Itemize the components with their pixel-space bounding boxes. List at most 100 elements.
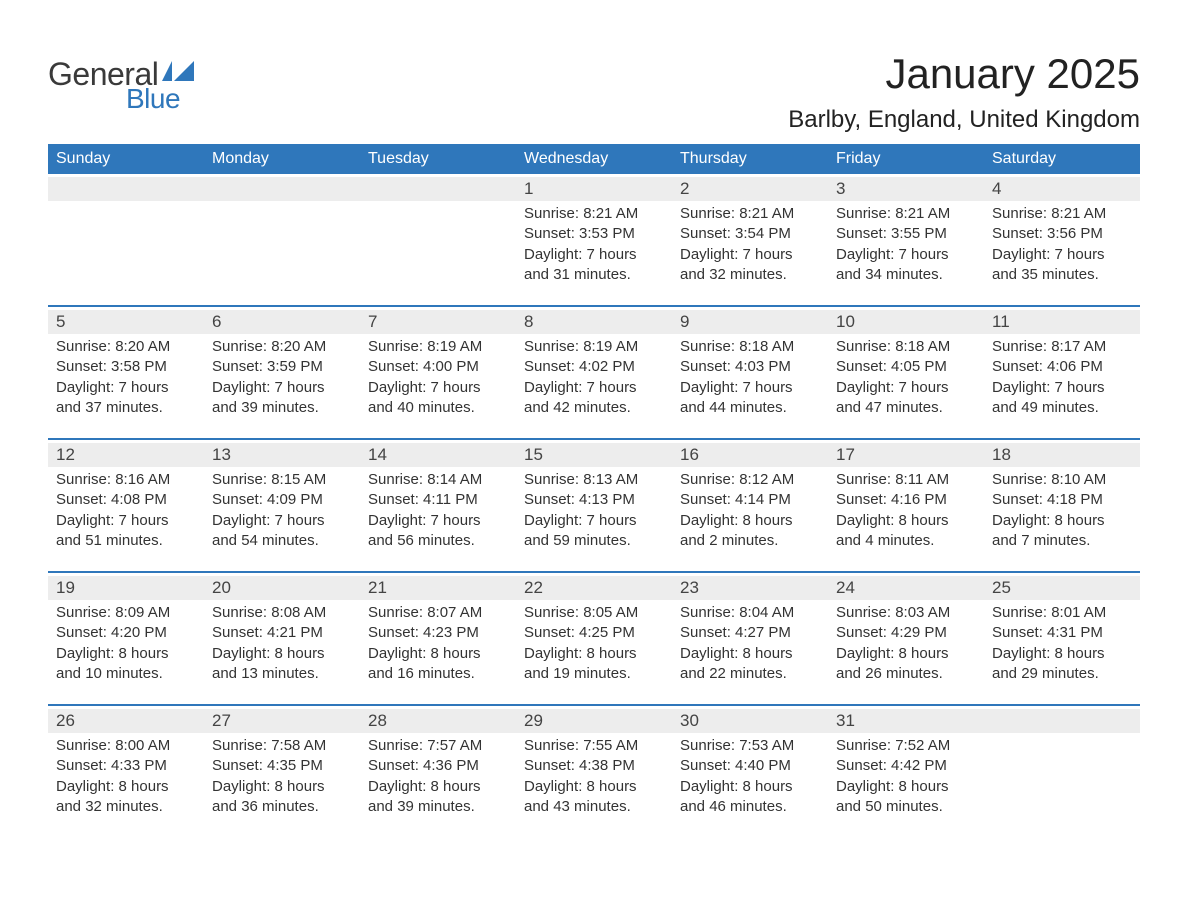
sunset-line: Sunset: 4:23 PM [368, 623, 508, 643]
sunset-line: Sunset: 3:55 PM [836, 224, 976, 244]
calendar-day-cell: 29Sunrise: 7:55 AMSunset: 4:38 PMDayligh… [516, 706, 672, 837]
day-number: 10 [828, 310, 984, 334]
calendar-day-cell: 27Sunrise: 7:58 AMSunset: 4:35 PMDayligh… [204, 706, 360, 837]
calendar-day-cell [48, 174, 204, 305]
empty-day-strip [48, 177, 204, 201]
daylight-line-1: Daylight: 8 hours [836, 511, 976, 531]
day-number: 17 [828, 443, 984, 467]
brand-logo: General Blue [48, 50, 204, 115]
daylight-line-1: Daylight: 7 hours [680, 245, 820, 265]
sunrise-line: Sunrise: 8:07 AM [368, 603, 508, 623]
day-number: 21 [360, 576, 516, 600]
daylight-line-1: Daylight: 7 hours [212, 378, 352, 398]
daylight-line-1: Daylight: 8 hours [836, 644, 976, 664]
daylight-line-1: Daylight: 7 hours [56, 378, 196, 398]
calendar-day-cell: 23Sunrise: 8:04 AMSunset: 4:27 PMDayligh… [672, 573, 828, 704]
sunrise-line: Sunrise: 8:21 AM [524, 204, 664, 224]
sunset-line: Sunset: 4:31 PM [992, 623, 1132, 643]
daylight-line-2: and 26 minutes. [836, 664, 976, 684]
sunset-line: Sunset: 3:53 PM [524, 224, 664, 244]
daylight-line-2: and 32 minutes. [56, 797, 196, 817]
sunrise-line: Sunrise: 8:01 AM [992, 603, 1132, 623]
calendar-week: 12Sunrise: 8:16 AMSunset: 4:08 PMDayligh… [48, 438, 1140, 571]
day-number: 26 [48, 709, 204, 733]
sunrise-line: Sunrise: 8:20 AM [56, 337, 196, 357]
sunset-line: Sunset: 4:02 PM [524, 357, 664, 377]
daylight-line-1: Daylight: 8 hours [992, 644, 1132, 664]
daylight-line-1: Daylight: 7 hours [992, 245, 1132, 265]
sunset-line: Sunset: 3:58 PM [56, 357, 196, 377]
daylight-line-1: Daylight: 8 hours [368, 777, 508, 797]
calendar-day-cell: 12Sunrise: 8:16 AMSunset: 4:08 PMDayligh… [48, 440, 204, 571]
daylight-line-1: Daylight: 8 hours [524, 644, 664, 664]
sunrise-line: Sunrise: 8:17 AM [992, 337, 1132, 357]
dow-cell: Saturday [984, 144, 1140, 174]
daylight-line-2: and 19 minutes. [524, 664, 664, 684]
calendar-day-cell [360, 174, 516, 305]
daylight-line-2: and 2 minutes. [680, 531, 820, 551]
dow-cell: Tuesday [360, 144, 516, 174]
day-number: 11 [984, 310, 1140, 334]
calendar-day-cell: 1Sunrise: 8:21 AMSunset: 3:53 PMDaylight… [516, 174, 672, 305]
day-number: 16 [672, 443, 828, 467]
sunrise-line: Sunrise: 8:14 AM [368, 470, 508, 490]
daylight-line-1: Daylight: 8 hours [680, 644, 820, 664]
daylight-line-1: Daylight: 7 hours [836, 245, 976, 265]
day-number: 4 [984, 177, 1140, 201]
sunrise-line: Sunrise: 8:04 AM [680, 603, 820, 623]
sunrise-line: Sunrise: 8:19 AM [368, 337, 508, 357]
day-number: 7 [360, 310, 516, 334]
dow-cell: Thursday [672, 144, 828, 174]
day-number: 25 [984, 576, 1140, 600]
sunrise-line: Sunrise: 7:53 AM [680, 736, 820, 756]
day-number: 8 [516, 310, 672, 334]
dow-cell: Wednesday [516, 144, 672, 174]
days-of-week-header: SundayMondayTuesdayWednesdayThursdayFrid… [48, 144, 1140, 174]
calendar-week: 26Sunrise: 8:00 AMSunset: 4:33 PMDayligh… [48, 704, 1140, 837]
dow-cell: Monday [204, 144, 360, 174]
sunrise-line: Sunrise: 8:03 AM [836, 603, 976, 623]
sunset-line: Sunset: 4:25 PM [524, 623, 664, 643]
calendar-day-cell: 26Sunrise: 8:00 AMSunset: 4:33 PMDayligh… [48, 706, 204, 837]
dow-cell: Sunday [48, 144, 204, 174]
sunset-line: Sunset: 4:35 PM [212, 756, 352, 776]
calendar-day-cell: 18Sunrise: 8:10 AMSunset: 4:18 PMDayligh… [984, 440, 1140, 571]
sunset-line: Sunset: 4:16 PM [836, 490, 976, 510]
calendar-day-cell: 5Sunrise: 8:20 AMSunset: 3:58 PMDaylight… [48, 307, 204, 438]
sunrise-line: Sunrise: 8:21 AM [680, 204, 820, 224]
daylight-line-2: and 47 minutes. [836, 398, 976, 418]
day-number: 15 [516, 443, 672, 467]
calendar-day-cell: 17Sunrise: 8:11 AMSunset: 4:16 PMDayligh… [828, 440, 984, 571]
calendar-day-cell: 14Sunrise: 8:14 AMSunset: 4:11 PMDayligh… [360, 440, 516, 571]
daylight-line-1: Daylight: 7 hours [680, 378, 820, 398]
daylight-line-2: and 43 minutes. [524, 797, 664, 817]
daylight-line-2: and 54 minutes. [212, 531, 352, 551]
location-subtitle: Barlby, England, United Kingdom [788, 106, 1140, 134]
sunset-line: Sunset: 4:06 PM [992, 357, 1132, 377]
calendar-day-cell: 24Sunrise: 8:03 AMSunset: 4:29 PMDayligh… [828, 573, 984, 704]
daylight-line-2: and 51 minutes. [56, 531, 196, 551]
daylight-line-1: Daylight: 7 hours [368, 511, 508, 531]
calendar-day-cell: 31Sunrise: 7:52 AMSunset: 4:42 PMDayligh… [828, 706, 984, 837]
daylight-line-1: Daylight: 7 hours [524, 378, 664, 398]
calendar-day-cell: 16Sunrise: 8:12 AMSunset: 4:14 PMDayligh… [672, 440, 828, 571]
sunrise-line: Sunrise: 8:13 AM [524, 470, 664, 490]
sunset-line: Sunset: 3:54 PM [680, 224, 820, 244]
sunset-line: Sunset: 3:59 PM [212, 357, 352, 377]
sunrise-line: Sunrise: 7:55 AM [524, 736, 664, 756]
sunrise-line: Sunrise: 8:05 AM [524, 603, 664, 623]
daylight-line-1: Daylight: 8 hours [212, 644, 352, 664]
daylight-line-2: and 34 minutes. [836, 265, 976, 285]
calendar-day-cell: 11Sunrise: 8:17 AMSunset: 4:06 PMDayligh… [984, 307, 1140, 438]
daylight-line-2: and 44 minutes. [680, 398, 820, 418]
day-number: 20 [204, 576, 360, 600]
day-number: 30 [672, 709, 828, 733]
daylight-line-2: and 13 minutes. [212, 664, 352, 684]
sunset-line: Sunset: 4:36 PM [368, 756, 508, 776]
sunrise-line: Sunrise: 8:08 AM [212, 603, 352, 623]
sunset-line: Sunset: 4:29 PM [836, 623, 976, 643]
day-number: 28 [360, 709, 516, 733]
calendar-day-cell: 2Sunrise: 8:21 AMSunset: 3:54 PMDaylight… [672, 174, 828, 305]
calendar-week: 19Sunrise: 8:09 AMSunset: 4:20 PMDayligh… [48, 571, 1140, 704]
page-header: General Blue January 2025 Barlby, Englan… [48, 50, 1140, 134]
